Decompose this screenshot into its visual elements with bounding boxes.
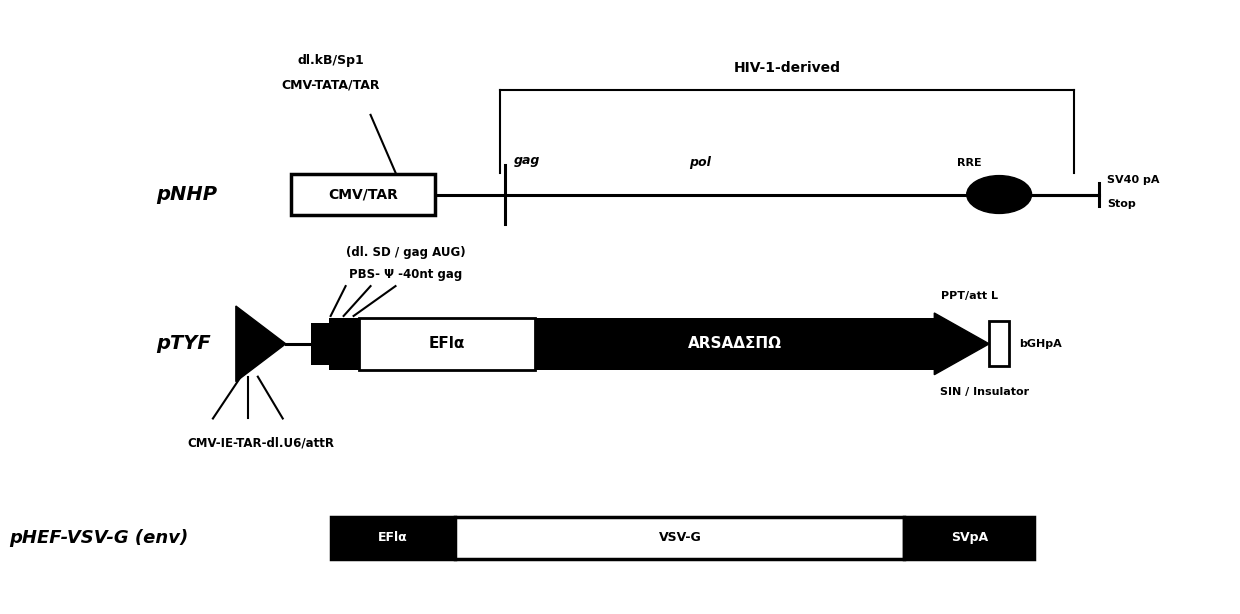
Text: PBS- Ψ -40nt gag: PBS- Ψ -40nt gag <box>348 268 463 281</box>
Text: Stop: Stop <box>1107 200 1136 209</box>
Text: SIN / Insulator: SIN / Insulator <box>940 387 1029 397</box>
Text: PPT/att L: PPT/att L <box>941 291 998 301</box>
Bar <box>455 517 904 559</box>
Text: dl.kB/Sp1: dl.kB/Sp1 <box>298 53 365 67</box>
Text: CMV-IE-TAR-dl.U6/attR: CMV-IE-TAR-dl.U6/attR <box>187 437 335 450</box>
Text: VSV-G: VSV-G <box>658 532 702 545</box>
Text: RRE: RRE <box>957 158 982 168</box>
Text: (dl. SD / gag AUG): (dl. SD / gag AUG) <box>346 246 465 258</box>
Bar <box>331 517 455 559</box>
Text: HIV-1-derived: HIV-1-derived <box>734 61 841 75</box>
Text: EFlα: EFlα <box>429 336 465 351</box>
Text: pNHP: pNHP <box>156 185 217 204</box>
Ellipse shape <box>967 176 1032 214</box>
Text: pTYF: pTYF <box>156 335 211 353</box>
Text: pol: pol <box>689 156 711 169</box>
Text: bGHpA: bGHpA <box>1019 339 1061 349</box>
Polygon shape <box>934 313 990 375</box>
Text: SV40 pA: SV40 pA <box>1107 174 1159 185</box>
Bar <box>311 323 329 365</box>
Polygon shape <box>236 306 285 382</box>
Bar <box>904 517 1034 559</box>
Text: SVpA: SVpA <box>951 532 988 545</box>
Bar <box>290 174 435 216</box>
Text: pHEF-VSV-G (env): pHEF-VSV-G (env) <box>10 529 188 547</box>
Text: CMV/TAR: CMV/TAR <box>329 187 398 201</box>
Text: ARSAΔΣΠΩ: ARSAΔΣΠΩ <box>688 336 781 351</box>
Bar <box>329 318 358 370</box>
Bar <box>536 318 934 370</box>
Bar <box>990 322 1009 366</box>
Text: CMV-TATA/TAR: CMV-TATA/TAR <box>281 79 379 91</box>
Bar <box>358 318 536 370</box>
Text: gag: gag <box>515 154 541 167</box>
Text: EFlα: EFlα <box>378 532 408 545</box>
